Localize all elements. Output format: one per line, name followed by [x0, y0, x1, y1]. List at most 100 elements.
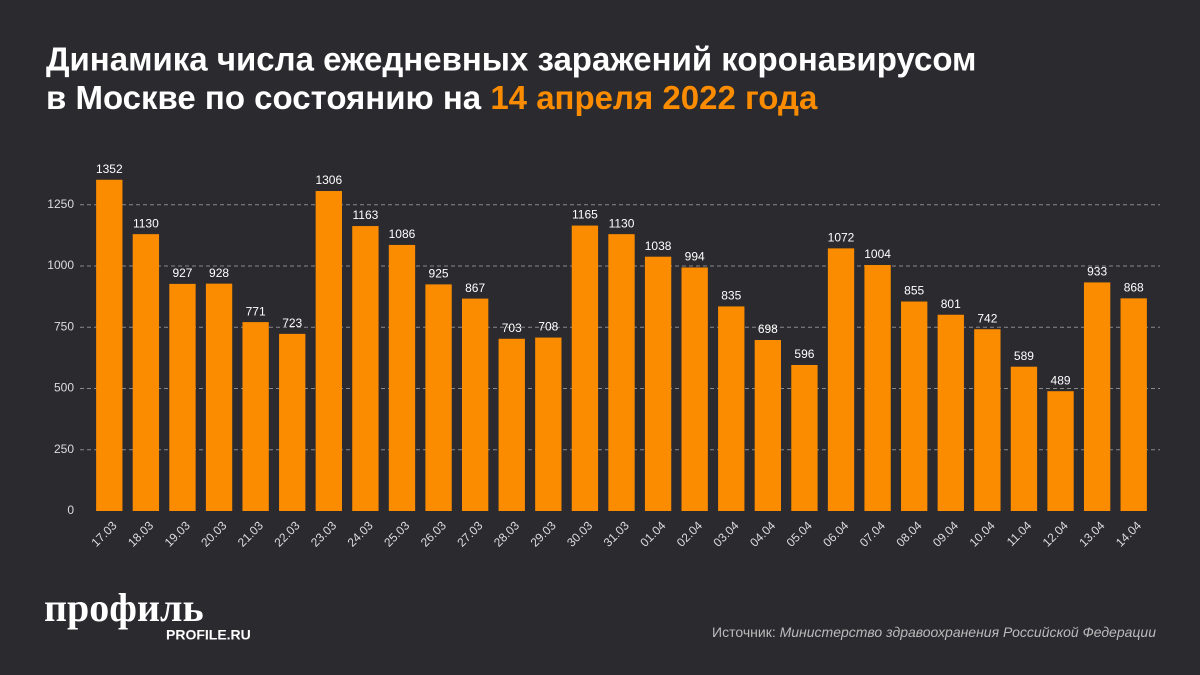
x-tick-label: 11.04	[1004, 518, 1035, 549]
bar	[864, 265, 891, 511]
x-tick-label: 17.03	[89, 518, 120, 549]
value-label: 1163	[352, 208, 378, 222]
bar	[96, 179, 123, 511]
bar	[205, 283, 233, 511]
value-label: 742	[977, 311, 997, 325]
value-label: 703	[502, 321, 522, 335]
x-tick-label: 09.04	[930, 518, 961, 549]
value-label: 1306	[315, 173, 342, 187]
value-label: 928	[209, 266, 229, 280]
bar	[827, 248, 855, 512]
value-label: 868	[1124, 281, 1144, 295]
value-label: 1038	[645, 239, 672, 253]
y-tick-label: 1000	[47, 258, 74, 272]
source-label: Источник:	[712, 624, 776, 640]
y-tick-label: 750	[54, 319, 74, 333]
logo: профиль	[44, 585, 204, 630]
x-tick-label: 19.03	[162, 518, 193, 549]
value-label: 927	[172, 266, 192, 280]
x-tick-label: 04.04	[747, 518, 778, 549]
x-tick-label: 24.03	[345, 518, 376, 549]
logo-url: PROFILE.RU	[166, 627, 251, 643]
bar	[974, 329, 1001, 511]
value-label: 698	[758, 322, 778, 336]
value-label: 1086	[389, 227, 416, 241]
bar	[718, 306, 745, 511]
bar	[644, 256, 672, 511]
bar	[461, 298, 489, 511]
bar	[608, 234, 635, 511]
chart-title-cont: в Москве по состоянию на	[46, 79, 482, 116]
x-tick-label: 22.03	[271, 518, 302, 549]
x-tick-label: 25.03	[381, 518, 412, 549]
y-tick-label: 500	[54, 381, 74, 395]
x-tick-label: 23.03	[308, 518, 339, 549]
x-tick-label: 07.04	[857, 518, 888, 549]
bar	[681, 267, 708, 511]
bar	[901, 301, 928, 511]
x-tick-label: 14.04	[1113, 518, 1144, 549]
value-label: 596	[794, 347, 814, 361]
bar	[132, 234, 160, 511]
x-tick-label: 13.04	[1076, 518, 1107, 549]
y-tick-label: 0	[67, 503, 74, 517]
bar	[754, 339, 782, 511]
value-label: 1165	[572, 208, 598, 222]
x-tick-label: 27.03	[454, 518, 485, 549]
x-tick-label: 03.04	[710, 518, 741, 549]
value-label: 801	[941, 297, 961, 311]
value-label: 994	[685, 250, 705, 264]
chart-title: Динамика числа ежедневных заражений коро…	[46, 41, 976, 78]
x-tick-label: 08.04	[893, 518, 924, 549]
x-tick-label: 02.04	[674, 518, 705, 549]
x-tick-label: 20.03	[198, 518, 229, 549]
bar	[1047, 391, 1074, 511]
bar	[1120, 298, 1147, 511]
value-label: 723	[282, 316, 302, 330]
value-label: 835	[721, 289, 741, 303]
bar	[425, 284, 452, 511]
bar	[937, 314, 964, 511]
value-label: 1352	[96, 162, 123, 176]
value-label: 771	[246, 304, 266, 318]
source: Источник: Министерство здравоохранения Р…	[712, 624, 1156, 640]
bar	[352, 226, 379, 511]
bar	[791, 364, 818, 511]
x-tick-label: 18.03	[125, 518, 156, 549]
value-label: 708	[538, 320, 558, 334]
x-tick-label: 21.03	[235, 518, 266, 549]
value-label: 589	[1014, 349, 1034, 363]
bar	[242, 322, 269, 511]
x-tick-label: 29.03	[528, 518, 559, 549]
x-tick-label: 06.04	[820, 518, 851, 549]
bar	[535, 337, 562, 511]
value-label: 867	[465, 281, 485, 295]
x-tick-label: 12.04	[1040, 518, 1071, 549]
bar	[169, 283, 196, 511]
source-text: Министерство здравоохранения Российской …	[780, 624, 1157, 640]
value-label: 933	[1087, 265, 1107, 279]
value-label: 925	[429, 267, 449, 281]
x-tick-label: 10.04	[967, 518, 998, 549]
x-tick-label: 30.03	[564, 518, 595, 549]
value-label: 1004	[864, 247, 891, 261]
x-tick-label: 31.03	[601, 518, 632, 549]
y-tick-label: 1250	[47, 197, 74, 211]
bar	[279, 333, 306, 511]
bar	[1010, 366, 1038, 511]
value-label: 1130	[609, 216, 635, 230]
x-tick-label: 26.03	[418, 518, 449, 549]
y-tick-label: 250	[54, 442, 74, 456]
chart-title-line2: в Москве по состоянию на 14 апреля 2022 …	[46, 79, 818, 116]
bar	[1083, 282, 1111, 511]
value-label: 1072	[828, 231, 855, 245]
bar	[388, 244, 416, 511]
value-label: 1130	[133, 216, 159, 230]
bar	[498, 338, 525, 511]
x-tick-label: 28.03	[491, 518, 522, 549]
x-tick-label: 05.04	[784, 518, 815, 549]
x-tick-label: 01.04	[637, 518, 668, 549]
value-label: 489	[1051, 373, 1071, 387]
